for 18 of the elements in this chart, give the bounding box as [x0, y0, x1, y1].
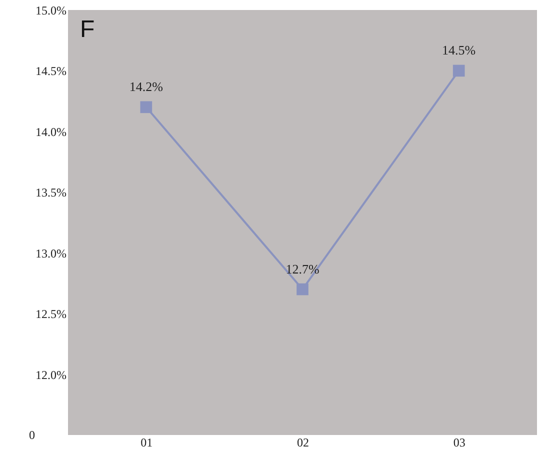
y-tick-label: 14.5%	[36, 64, 66, 78]
annotation: F	[80, 16, 95, 43]
point	[452, 64, 465, 77]
x-tick-label: 02	[297, 436, 309, 450]
y-tick-label: 12.0%	[36, 368, 66, 382]
point	[296, 283, 308, 296]
data-label: 14.5%	[442, 42, 476, 58]
y-tick-label: 15.0%	[36, 4, 66, 18]
x-tick-label: 03	[453, 436, 466, 450]
data-label: 14.2%	[129, 79, 164, 94]
text: 0	[29, 428, 35, 442]
x-tick-label: 01	[140, 436, 153, 450]
y-tick-label: 14.0%	[36, 124, 66, 139]
y-tick-label: 12.5%	[36, 307, 66, 322]
y-tick-label: 13.0%	[36, 246, 66, 260]
y-tick-label: 13.5%	[36, 186, 66, 200]
data-label: 12.7%	[286, 261, 320, 276]
point	[140, 101, 152, 114]
